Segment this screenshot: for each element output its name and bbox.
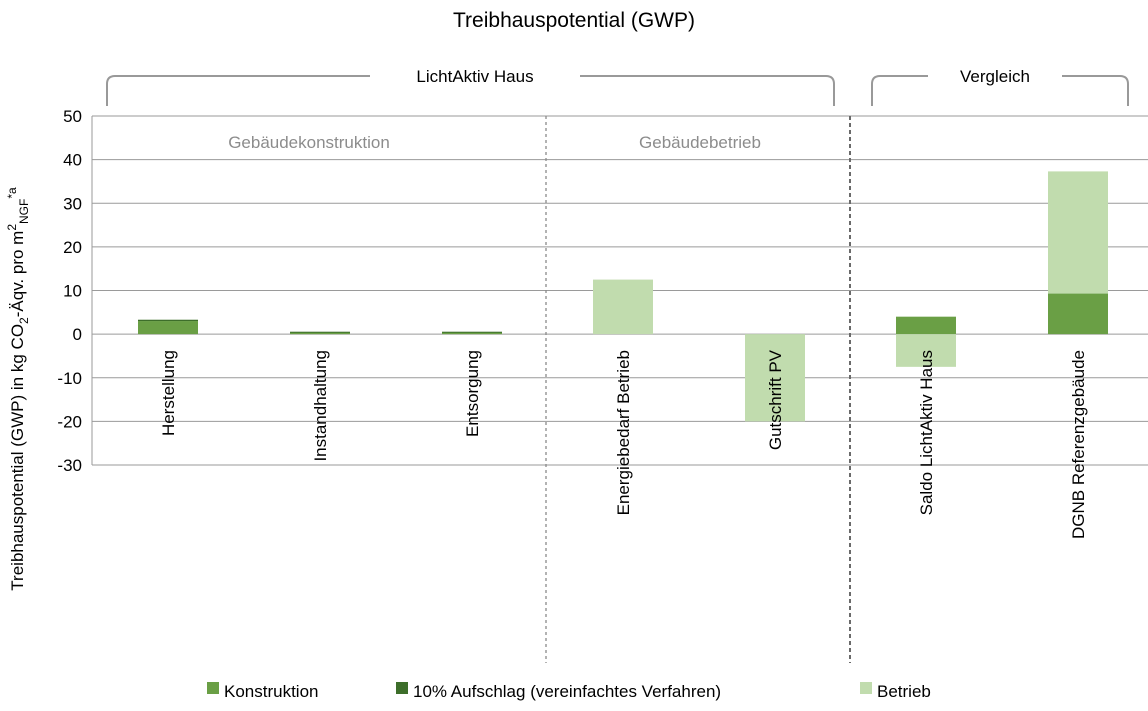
legend-label: Betrieb xyxy=(877,682,931,701)
legend: Konstruktion 10% Aufschlag (vereinfachtes… xyxy=(207,682,931,701)
category-label: Saldo LichtAktiv Haus xyxy=(917,350,936,515)
legend-label: 10% Aufschlag (vereinfachtes Verfahren) xyxy=(413,682,721,701)
y-tick-label: -30 xyxy=(57,456,82,475)
y-tick-label: -20 xyxy=(57,412,82,431)
y-tick-label: 30 xyxy=(63,194,82,213)
section-label-gebaeudebetrieb: Gebäudebetrieb xyxy=(639,133,761,152)
bars xyxy=(138,171,1108,422)
category-labels: Herstellung Instandhaltung Entsorgung Energ… xyxy=(159,349,1088,539)
y-tick-label: 0 xyxy=(73,325,82,344)
section-label-gebaeudekonstruktion: Gebäudekonstruktion xyxy=(228,133,390,152)
bar-segment xyxy=(442,331,502,333)
chart-title: Treibhauspotential (GWP) xyxy=(453,9,695,32)
group-label-lichtaktiv-haus: LichtAktiv Haus xyxy=(416,67,533,86)
legend-swatch xyxy=(396,682,408,694)
y-tick-label: 10 xyxy=(63,282,82,301)
category-label: Energiebedarf Betrieb xyxy=(614,350,633,515)
y-tick-label: 40 xyxy=(63,151,82,170)
bracket-vergleich xyxy=(871,75,1129,106)
legend-swatch xyxy=(207,682,219,694)
y-axis-label: Treibhauspotential (GWP) in kg CO2-Äqv. … xyxy=(5,187,31,591)
bar-segment xyxy=(593,279,653,335)
bar-segment xyxy=(290,331,350,335)
y-tick-label: -10 xyxy=(57,369,82,388)
y-tick-labels: 50 40 30 20 10 0 -10 -20 -30 xyxy=(57,107,82,475)
svg-text:Treibhauspotential (GWP) in kg: Treibhauspotential (GWP) in kg CO2-Äqv. … xyxy=(5,187,31,591)
y-tick-label: 50 xyxy=(63,107,82,126)
bar-segment xyxy=(1048,293,1108,335)
bar-segment xyxy=(290,331,350,333)
legend-swatch xyxy=(860,682,872,694)
bar-segment xyxy=(896,334,956,367)
group-label-vergleich: Vergleich xyxy=(960,67,1030,86)
bar-segment xyxy=(1048,171,1108,294)
legend-label: Konstruktion xyxy=(224,682,319,701)
category-label: DGNB Referenzgebäude xyxy=(1069,350,1088,539)
category-label: Instandhaltung xyxy=(311,350,330,462)
category-label: Entsorgung xyxy=(463,350,482,437)
y-tick-label: 20 xyxy=(63,238,82,257)
bracket-lichtaktiv-haus xyxy=(106,75,835,106)
bar-segment xyxy=(896,316,956,335)
bar-segment xyxy=(745,334,805,422)
category-label: Herstellung xyxy=(159,350,178,436)
bar-segment xyxy=(138,321,198,335)
bar-segment xyxy=(138,319,198,322)
bar-segment xyxy=(442,331,502,335)
category-label: Gutschrift PV xyxy=(766,349,785,450)
